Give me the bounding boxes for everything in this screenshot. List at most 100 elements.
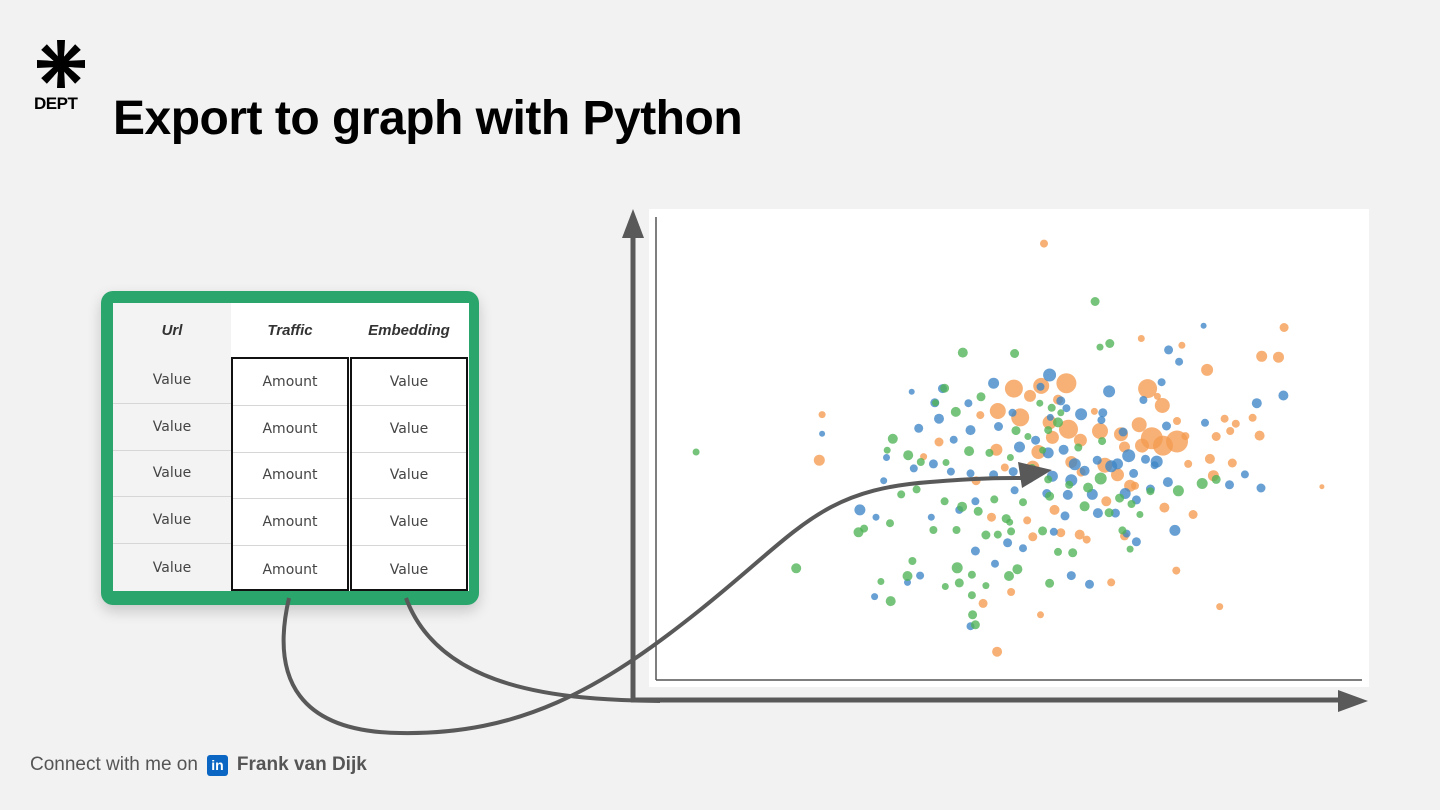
scatter-point <box>1019 498 1027 507</box>
scatter-point <box>1023 516 1032 525</box>
scatter-point <box>1216 603 1224 611</box>
scatter-point <box>1012 564 1023 575</box>
scatter-point <box>989 403 1006 419</box>
scatter-point <box>916 571 925 580</box>
scatter-point <box>886 519 894 528</box>
scatter-point <box>1040 239 1048 248</box>
scatter-point <box>1075 408 1088 421</box>
scatter-point <box>1031 435 1041 445</box>
scatter-point <box>912 485 921 494</box>
scatter-point <box>1164 345 1174 355</box>
table-header-traffic: Traffic <box>231 303 349 357</box>
scatter-point <box>1008 467 1018 477</box>
scatter-plot-card <box>649 209 1369 687</box>
scatter-point <box>1103 385 1116 398</box>
scatter-point <box>1135 438 1149 453</box>
scatter-point <box>1043 368 1057 382</box>
scatter-point <box>1057 409 1065 417</box>
scatter-point <box>1044 475 1053 484</box>
scatter-point <box>942 459 950 466</box>
scatter-point <box>993 530 1002 539</box>
scatter-point <box>1092 423 1108 439</box>
scatter-point <box>897 490 906 499</box>
scatter-point <box>940 497 949 506</box>
scatter-point <box>1096 343 1104 351</box>
scatter-point <box>1231 419 1240 428</box>
table-column-url: Url Value Value Value Value Value <box>113 303 232 591</box>
scatter-point <box>949 435 958 444</box>
scatter-point <box>1003 538 1013 548</box>
scatter-point <box>951 562 963 574</box>
scatter-point <box>1006 454 1014 461</box>
scatter-point <box>902 571 913 581</box>
scatter-point <box>1000 463 1009 472</box>
scatter-point <box>1157 378 1166 387</box>
scatter-point <box>971 497 980 506</box>
scatter-point <box>883 446 891 454</box>
scatter-point <box>946 467 955 476</box>
scatter-point <box>1127 500 1136 508</box>
scatter-point <box>950 406 961 417</box>
scatter-point <box>1115 493 1125 503</box>
scatter-point <box>1251 398 1262 409</box>
scatter-point <box>966 469 975 478</box>
scatter-point <box>940 383 950 393</box>
scatter-point <box>964 446 975 457</box>
scatter-point <box>1085 579 1094 589</box>
scatter-point <box>1112 458 1123 470</box>
table-cell: Amount <box>233 359 347 406</box>
scatter-point <box>994 422 1003 431</box>
scatter-point <box>1101 496 1112 507</box>
scatter-point <box>1007 588 1016 596</box>
scatter-point <box>1083 482 1094 493</box>
table-column-embedding: Embedding Value Value Value Value Value <box>350 303 468 591</box>
traffic-to-plot-arrow <box>281 476 1026 736</box>
scatter-point <box>1039 446 1047 454</box>
scatter-point <box>692 448 700 456</box>
author-name-link[interactable]: Frank van Dijk <box>236 754 367 775</box>
scatter-point <box>964 399 973 408</box>
scatter-point <box>1154 398 1170 413</box>
scatter-point <box>1054 547 1062 556</box>
dept-starburst-icon <box>37 40 85 88</box>
scatter-point <box>1162 421 1171 431</box>
scatter-point <box>791 563 802 574</box>
table-cell: Value <box>113 404 231 451</box>
slide-title: Export to graph with Python <box>113 92 743 145</box>
scatter-point <box>1053 417 1063 428</box>
scatter-point <box>1004 571 1014 581</box>
scatter-point <box>988 377 1000 389</box>
scatter-point <box>1090 297 1100 306</box>
scatter-point <box>967 570 976 579</box>
data-table-card: Url Value Value Value Value Value Traffi… <box>101 291 479 605</box>
scatter-point <box>981 530 991 540</box>
scatter-point <box>1273 351 1284 363</box>
scatter-point <box>1092 508 1103 519</box>
scatter-point <box>978 598 988 608</box>
scatter-point <box>1172 566 1181 575</box>
outer-y-axis-arrowhead <box>622 209 644 238</box>
table-cell: Value <box>352 406 466 453</box>
scatter-point <box>877 578 885 585</box>
scatter-point <box>909 464 918 473</box>
scatter-point <box>1118 427 1128 437</box>
scatter-point <box>1098 408 1108 418</box>
table-column-cells-highlighted: Value Value Value Value Value <box>350 357 468 591</box>
footer-connect: Connect with me on in Frank van Dijk <box>30 754 367 776</box>
scatter-point <box>1056 396 1066 406</box>
table-cell: Value <box>113 451 231 498</box>
scatter-point <box>1011 426 1021 436</box>
dept-logo: DEPT <box>33 38 89 114</box>
table-cell: Amount <box>262 561 318 578</box>
scatter-point <box>1010 486 1019 495</box>
scatter-point <box>982 582 990 590</box>
scatter-point <box>1153 392 1161 400</box>
scatter-point <box>952 526 961 534</box>
scatter-point <box>957 347 968 358</box>
scatter-point <box>1065 480 1074 489</box>
scatter-point <box>908 557 917 565</box>
scatter-point <box>968 610 978 620</box>
scatter-point <box>957 501 968 512</box>
scatter-point <box>1058 444 1069 455</box>
linkedin-icon[interactable]: in <box>206 754 228 776</box>
